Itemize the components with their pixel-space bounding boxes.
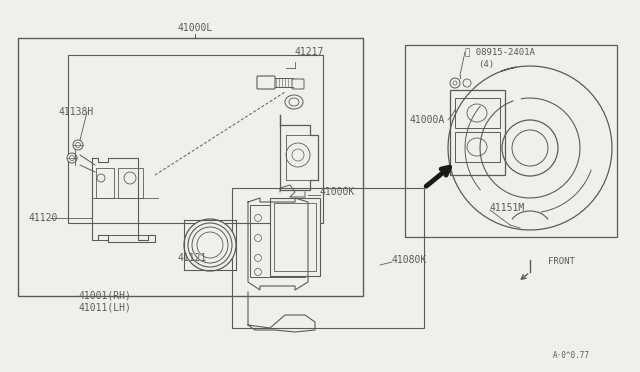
Circle shape	[512, 130, 548, 166]
Circle shape	[255, 269, 262, 276]
Bar	[450, 90, 505, 175]
Ellipse shape	[289, 98, 299, 106]
Circle shape	[97, 174, 105, 182]
Text: (4): (4)	[478, 60, 494, 68]
Circle shape	[255, 254, 262, 262]
Bar	[118, 168, 143, 198]
Bar	[232, 188, 424, 328]
Text: 41011(LH): 41011(LH)	[78, 302, 131, 312]
Circle shape	[453, 81, 457, 85]
Circle shape	[286, 143, 310, 167]
Ellipse shape	[197, 232, 223, 258]
FancyBboxPatch shape	[257, 76, 275, 89]
Ellipse shape	[188, 223, 232, 267]
Bar	[18, 38, 363, 296]
Circle shape	[294, 234, 301, 241]
Circle shape	[255, 215, 262, 221]
Circle shape	[463, 79, 471, 87]
Text: 41000K: 41000K	[320, 187, 355, 197]
Circle shape	[255, 234, 262, 241]
Bar	[96, 168, 114, 198]
Ellipse shape	[467, 104, 487, 122]
Text: A·0^0.77: A·0^0.77	[553, 351, 590, 360]
Bar	[274, 203, 316, 271]
Circle shape	[76, 142, 81, 148]
Text: 41121: 41121	[178, 253, 207, 263]
Text: 41217: 41217	[295, 47, 324, 57]
Circle shape	[450, 78, 460, 88]
Text: FRONT: FRONT	[548, 257, 575, 266]
Bar	[455, 98, 500, 128]
Ellipse shape	[184, 219, 236, 271]
Bar	[455, 132, 500, 162]
Circle shape	[294, 254, 301, 262]
Circle shape	[124, 172, 136, 184]
Text: 41138H: 41138H	[58, 107, 93, 117]
Bar	[270, 198, 320, 276]
Text: 41080K: 41080K	[392, 255, 428, 265]
FancyBboxPatch shape	[292, 79, 304, 89]
Circle shape	[502, 120, 558, 176]
Text: ⓘ 08915-2401A: ⓘ 08915-2401A	[465, 48, 535, 57]
Ellipse shape	[192, 227, 228, 263]
Bar	[250, 205, 305, 277]
Ellipse shape	[467, 138, 487, 156]
Circle shape	[294, 269, 301, 276]
Circle shape	[70, 155, 74, 160]
Circle shape	[292, 149, 304, 161]
Ellipse shape	[285, 95, 303, 109]
Text: 41151M: 41151M	[490, 203, 525, 213]
Bar	[68, 55, 323, 223]
Text: 41000L: 41000L	[177, 23, 212, 33]
Circle shape	[73, 140, 83, 150]
Circle shape	[67, 153, 77, 163]
Bar	[405, 45, 617, 237]
Text: 41120: 41120	[28, 213, 58, 223]
Text: 41000A: 41000A	[410, 115, 445, 125]
Text: 41001(RH): 41001(RH)	[78, 290, 131, 300]
Circle shape	[294, 215, 301, 221]
